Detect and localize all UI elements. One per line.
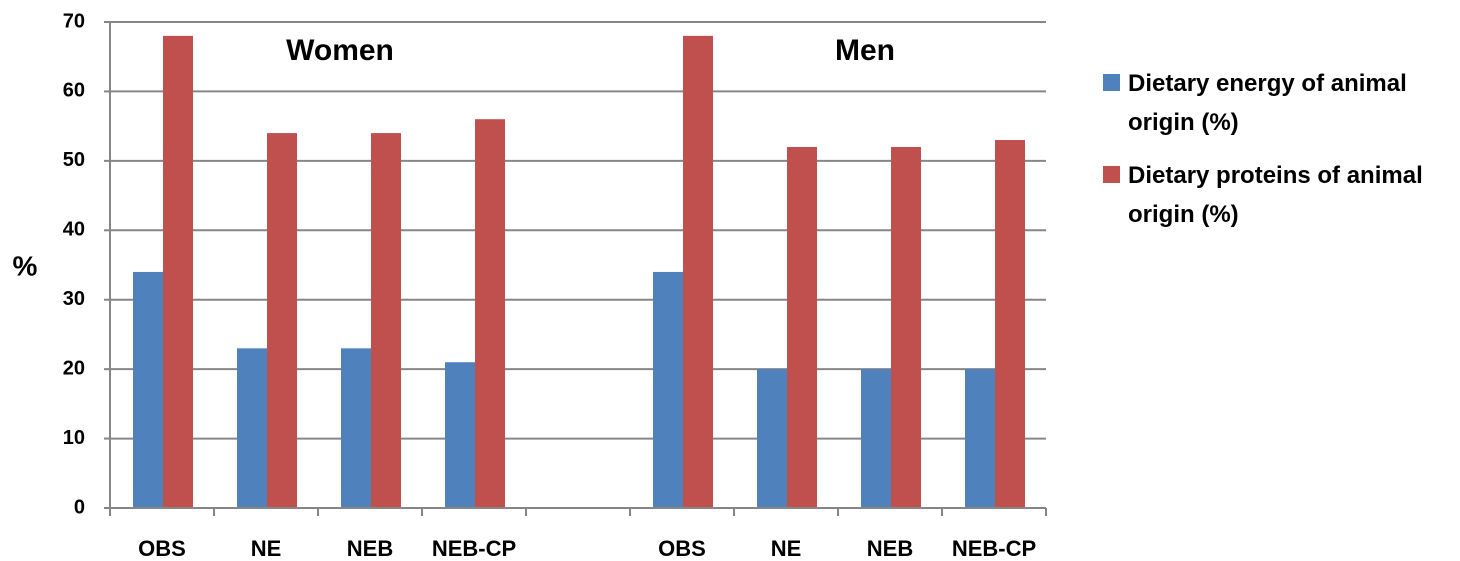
legend-swatch (1103, 166, 1120, 183)
x-tick-label: NE (251, 536, 282, 561)
y-tick-label: 50 (63, 149, 85, 171)
bar (787, 146, 817, 508)
legend-label: Dietary proteins of animal origin (%) (1128, 162, 1423, 228)
bar (237, 348, 267, 508)
y-tick-label: 40 (63, 219, 85, 241)
x-tick-label: NEB-CP (952, 536, 1036, 561)
bar (965, 369, 995, 508)
x-tick-label: NEB (867, 536, 913, 561)
bar (683, 35, 713, 509)
y-tick-label: 0 (74, 496, 85, 518)
bar (371, 133, 401, 509)
y-tick-label: 10 (63, 427, 85, 449)
y-axis-label: % (13, 250, 38, 281)
annotation: Women (286, 34, 394, 67)
bar (891, 146, 921, 508)
bar (653, 271, 683, 508)
x-tick-label: NEB-CP (432, 536, 516, 561)
legend-swatch (1103, 74, 1120, 91)
legend: Dietary energy of animal origin (%) Dieta… (1100, 66, 1460, 250)
bar (341, 348, 371, 508)
y-tick-label: 70 (63, 10, 85, 32)
legend-item: Dietary proteins of animal origin (%) (1100, 158, 1460, 234)
bar (133, 271, 163, 508)
y-tick-label: 20 (63, 357, 85, 379)
y-tick-label: 60 (63, 80, 85, 102)
bar (861, 369, 891, 508)
bar (475, 119, 505, 508)
annotation: Men (835, 34, 895, 67)
x-tick-label: NE (771, 536, 802, 561)
bar (995, 140, 1025, 508)
bar (757, 369, 787, 508)
bar (163, 35, 193, 509)
x-tick-label: OBS (138, 536, 186, 561)
x-tick-label: OBS (658, 536, 706, 561)
legend-item: Dietary energy of animal origin (%) (1100, 66, 1460, 142)
y-tick-label: 30 (63, 288, 85, 310)
bar (267, 133, 297, 509)
legend-label: Dietary energy of animal origin (%) (1128, 70, 1407, 136)
bar (445, 362, 475, 508)
x-tick-label: NEB (347, 536, 393, 561)
